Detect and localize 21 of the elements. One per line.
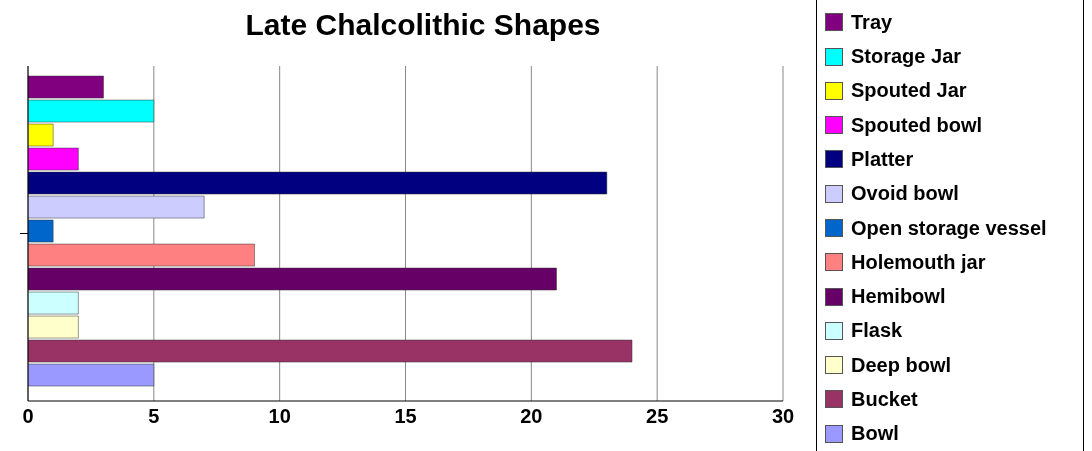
legend-label: Flask (851, 319, 903, 343)
x-tick-label: 25 (646, 405, 669, 428)
legend-label: Hemibowl (851, 285, 946, 309)
x-tick-label: 20 (520, 405, 543, 428)
legend-label: Deep bowl (851, 353, 952, 377)
legend-label: Spouted bowl (851, 113, 983, 137)
legend-label: Bowl (851, 422, 899, 446)
legend-label: Open storage vessel (851, 216, 1047, 240)
legend-label: Tray (851, 10, 893, 34)
x-tick-label: 5 (148, 405, 160, 428)
x-tick-label: 30 (771, 405, 795, 428)
legend-label: Storage Jar (851, 45, 962, 69)
x-tick-label: 15 (394, 405, 417, 428)
legend-label: Holemouth jar (851, 250, 986, 274)
legend-label: Platter (851, 147, 914, 171)
legend-label: Spouted Jar (851, 79, 967, 103)
legend-label: Ovoid bowl (851, 182, 959, 206)
legend-label: Bucket (851, 387, 918, 411)
chart-title: Late Chalcolithic Shapes (244, 8, 602, 43)
x-tick-label: 0 (22, 405, 34, 428)
x-tick-label: 10 (268, 405, 291, 428)
